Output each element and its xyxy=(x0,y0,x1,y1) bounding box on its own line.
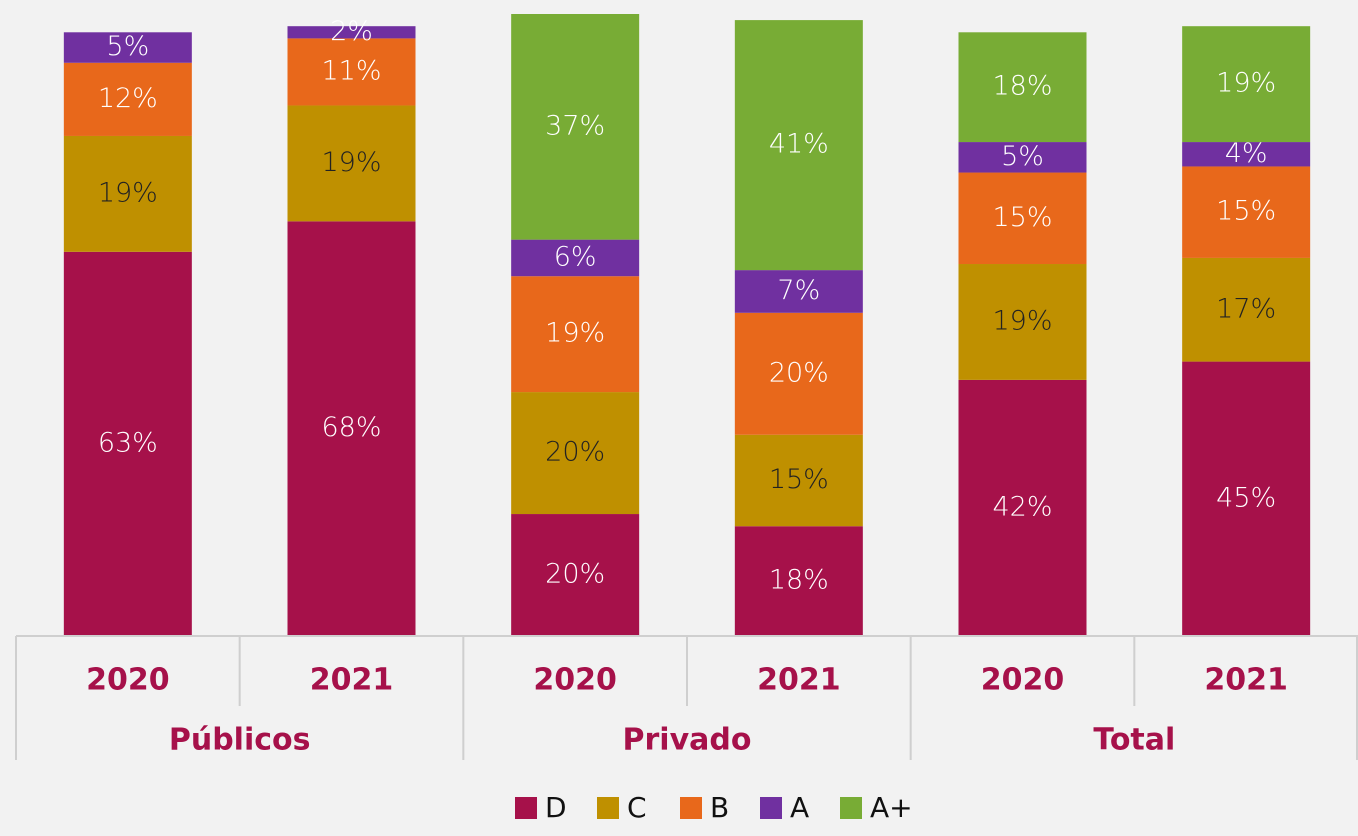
x-group-label: Públicos xyxy=(169,723,311,758)
x-tick-label: 2020 xyxy=(86,663,170,698)
x-tick-label: 2021 xyxy=(1204,663,1288,698)
legend-swatch xyxy=(760,797,782,819)
data-label: 18% xyxy=(769,565,829,596)
legend-swatch xyxy=(680,797,702,819)
bar-segment xyxy=(511,14,640,240)
data-label: 19% xyxy=(1216,68,1276,99)
bar-segment xyxy=(734,20,863,271)
x-tick-label: 2021 xyxy=(310,663,394,698)
bar-segment xyxy=(734,526,863,636)
bar-segment xyxy=(511,392,640,515)
legend-swatch xyxy=(840,797,862,819)
data-label: 2% xyxy=(330,16,373,47)
data-label: 6% xyxy=(554,241,597,272)
x-tick-label: 2020 xyxy=(533,663,617,698)
data-label: 17% xyxy=(1216,293,1276,324)
bar-segment xyxy=(287,105,416,222)
bar-segment xyxy=(734,270,863,313)
legend-label: B xyxy=(710,791,729,824)
data-label: 12% xyxy=(98,83,158,114)
bar-segment xyxy=(63,251,192,636)
data-label: 19% xyxy=(992,305,1052,336)
data-label: 63% xyxy=(98,427,158,458)
data-label: 37% xyxy=(545,110,605,141)
bar-segment xyxy=(958,379,1087,636)
data-label: 5% xyxy=(106,31,149,62)
data-label: 15% xyxy=(1216,196,1276,227)
bar-segment xyxy=(511,276,640,393)
bar-segment xyxy=(958,172,1087,265)
bar-segment xyxy=(287,221,416,637)
x-group-label: Total xyxy=(1093,723,1175,758)
x-group-label: Privado xyxy=(623,723,752,758)
bar-segment xyxy=(63,62,192,136)
bar-segment xyxy=(1182,166,1311,258)
data-label: 41% xyxy=(769,129,829,160)
bar-segment xyxy=(1182,361,1311,636)
bar-segment xyxy=(63,135,192,252)
legend-label: A+ xyxy=(870,791,913,824)
data-label: 20% xyxy=(545,559,605,590)
data-label: 42% xyxy=(992,491,1052,522)
data-label: 20% xyxy=(545,437,605,468)
data-label: 7% xyxy=(777,275,820,306)
bar-segment xyxy=(511,239,640,277)
data-label: 45% xyxy=(1216,482,1276,513)
data-label: 68% xyxy=(321,412,381,443)
data-label: 20% xyxy=(769,357,829,388)
bar-segment xyxy=(1182,26,1311,143)
bar-segment xyxy=(958,142,1087,173)
bar-segment xyxy=(63,32,192,63)
bar-segment xyxy=(511,514,640,636)
legend-label: C xyxy=(627,791,647,824)
legend-swatch xyxy=(515,797,537,819)
bar-segment xyxy=(1182,257,1311,362)
bar-segment xyxy=(958,32,1087,143)
bar-segment xyxy=(734,312,863,435)
data-label: 15% xyxy=(992,202,1052,233)
data-label: 19% xyxy=(98,177,158,208)
legend-label: A xyxy=(790,791,809,824)
bar-segment xyxy=(958,264,1087,380)
bar-segment xyxy=(287,38,416,106)
bar-segment xyxy=(1182,142,1311,167)
data-label: 5% xyxy=(1001,141,1044,172)
data-label: 15% xyxy=(769,464,829,495)
bar-segment xyxy=(734,434,863,527)
x-tick-label: 2020 xyxy=(981,663,1065,698)
legend-swatch xyxy=(597,797,619,819)
x-tick-label: 2021 xyxy=(757,663,841,698)
data-label: 19% xyxy=(321,147,381,178)
legend-label: D xyxy=(545,791,567,824)
data-label: 11% xyxy=(321,55,381,86)
bar-segment xyxy=(287,26,416,39)
data-label: 19% xyxy=(545,318,605,349)
data-label: 18% xyxy=(992,71,1052,102)
data-label: 4% xyxy=(1225,138,1268,169)
